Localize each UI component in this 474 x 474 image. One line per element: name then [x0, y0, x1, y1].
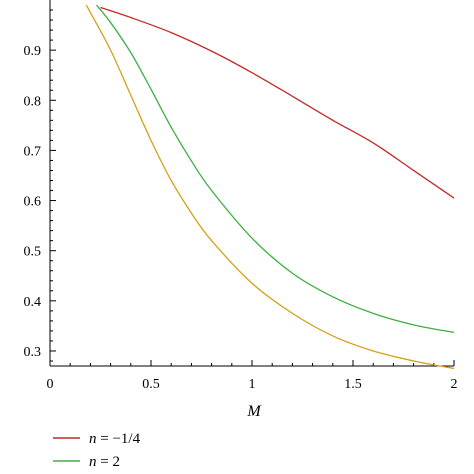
- y-ticks: 0.3 0.4 0.5 0.6 0.7 0.8 0.9: [24, 9, 56, 362]
- series-line-3: [85, 4, 455, 370]
- y-tick-label: 0.6: [24, 195, 42, 210]
- legend-rest: = 2: [97, 454, 120, 470]
- y-tick-label: 0.8: [24, 94, 42, 109]
- legend-rest: = −1/4: [97, 431, 141, 447]
- axes: [49, 0, 454, 367]
- legend-var: n: [89, 431, 97, 447]
- series-line-2: [95, 4, 455, 334]
- x-ticks: 0 0.5 1 1.5 2: [47, 360, 458, 392]
- y-tick-label: 0.3: [24, 345, 42, 360]
- series-line-1: [100, 6, 455, 199]
- x-tick-label: 1.5: [344, 377, 362, 392]
- legend-var: n: [89, 454, 97, 470]
- x-tick-label: 0.5: [142, 377, 160, 392]
- y-tick-label: 0.7: [24, 144, 42, 159]
- legend: n = −1/4n = 2: [53, 431, 141, 470]
- y-tick-label: 0.9: [24, 44, 42, 59]
- x-tick-label: 2: [451, 377, 458, 392]
- y-tick-label: 0.5: [24, 245, 42, 260]
- legend-label-2: n = 2: [89, 454, 120, 470]
- y-tick-label: 0.4: [24, 295, 42, 310]
- x-tick-label: 1: [249, 377, 256, 392]
- x-tick-label: 0: [47, 377, 54, 392]
- legend-label-1: n = −1/4: [89, 431, 141, 447]
- x-axis-title: M: [246, 403, 262, 420]
- series-group: [85, 4, 455, 370]
